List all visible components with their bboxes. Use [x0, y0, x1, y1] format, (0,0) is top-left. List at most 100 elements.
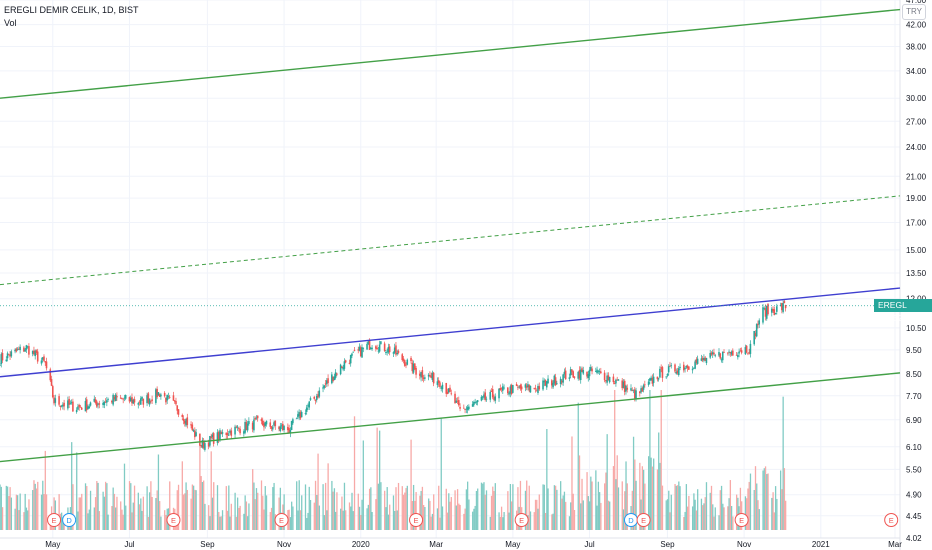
volume-bar — [503, 512, 505, 530]
candle-body — [403, 360, 406, 366]
candle-body — [308, 401, 311, 408]
volume-bar — [60, 512, 63, 530]
volume-bar — [371, 512, 373, 530]
volume-bar — [543, 484, 545, 530]
volume-bar — [113, 493, 116, 530]
volume-bar — [697, 489, 699, 530]
volume-bar — [554, 485, 557, 530]
candle-body — [246, 423, 249, 431]
candle-body — [421, 370, 424, 378]
event-marker-label: E — [641, 516, 646, 525]
volume-bar — [560, 481, 562, 530]
volume-bar — [744, 496, 747, 530]
candle-body — [527, 384, 529, 388]
price-tick-label: 4.45 — [906, 512, 922, 521]
volume-bar — [396, 510, 398, 530]
time-tick-label: May — [505, 540, 520, 549]
volume-bar — [691, 506, 694, 530]
volume-bar — [350, 506, 352, 530]
candle-body — [299, 412, 302, 419]
candle-body — [781, 303, 783, 311]
volume-bar — [494, 483, 496, 530]
candle-body — [131, 397, 133, 404]
price-tick-label: 38.00 — [906, 43, 927, 52]
volume-bar — [571, 436, 573, 530]
dividend-marker — [62, 513, 77, 527]
volume-bar — [762, 470, 764, 530]
volume-bar — [160, 516, 162, 530]
volume-bar — [323, 515, 326, 530]
candle-body — [449, 387, 451, 392]
candle-body — [40, 360, 43, 364]
candle-body — [440, 387, 443, 389]
currency-badge[interactable]: TRY — [902, 4, 926, 20]
volume-label[interactable]: Vol — [4, 18, 17, 28]
candle-body — [517, 386, 519, 388]
volume-bar — [468, 499, 470, 530]
candle-body — [289, 429, 292, 434]
candle-body — [93, 398, 96, 402]
candle-body — [573, 376, 576, 378]
volume-bar — [597, 481, 600, 530]
price-tick-label: 15.00 — [906, 246, 927, 255]
volume-bar — [683, 516, 685, 530]
candle-body — [80, 407, 83, 410]
candle-body — [534, 387, 537, 389]
candle-body — [395, 345, 397, 355]
candle-body — [410, 357, 412, 362]
volume-bar — [720, 485, 723, 530]
event-marker-label: E — [171, 516, 176, 525]
candle-body — [326, 380, 328, 384]
candle-body — [245, 422, 248, 431]
volume-bar — [477, 488, 479, 530]
grid-lines — [0, 0, 900, 539]
candle-body — [483, 394, 485, 398]
volume-bar — [776, 498, 778, 530]
candle-body — [297, 414, 299, 418]
volume-bar — [317, 453, 319, 530]
volume-bar — [405, 488, 407, 530]
candle-body — [649, 378, 651, 381]
volume-bar — [458, 503, 460, 530]
volume-bar — [439, 517, 441, 530]
candle-body — [298, 412, 300, 417]
candle-body — [393, 347, 396, 353]
symbol-title[interactable]: EREGLI DEMIR CELIK, 1D, BIST — [4, 5, 139, 15]
candle-body — [219, 430, 221, 441]
volume-bar — [578, 455, 581, 530]
volume-bar — [737, 497, 739, 530]
candle-body — [14, 349, 16, 352]
candle-body — [700, 358, 703, 361]
candle-body — [456, 400, 459, 402]
candle-body — [334, 372, 337, 378]
volume-bar — [176, 490, 178, 530]
candle-body — [157, 392, 160, 396]
time-tick-label: Nov — [277, 540, 291, 549]
volume-bar — [412, 484, 415, 530]
volume-bar — [616, 455, 618, 530]
price-tick-label: 6.90 — [906, 416, 922, 425]
volume-bar — [156, 490, 158, 530]
candle-body — [265, 420, 268, 425]
candle-body — [581, 368, 583, 372]
price-tick-label: 42.00 — [906, 21, 927, 30]
volume-bar — [96, 481, 98, 530]
volume-bar — [28, 499, 30, 530]
candle-body — [749, 343, 752, 354]
volume-bar — [641, 466, 644, 530]
candle-body — [377, 350, 380, 352]
volume-bar — [659, 462, 661, 530]
candle-body — [270, 426, 273, 429]
volume-bar — [703, 503, 705, 530]
volume-bar — [263, 509, 265, 530]
candle-body — [587, 374, 590, 378]
volume-bar — [415, 492, 417, 530]
candle-body — [68, 398, 70, 405]
candle-body — [380, 341, 382, 345]
candle-body — [305, 407, 308, 412]
volume-bar — [588, 501, 591, 530]
volume-bar — [32, 490, 34, 530]
candle-body — [774, 313, 777, 315]
candle-body — [366, 344, 368, 350]
